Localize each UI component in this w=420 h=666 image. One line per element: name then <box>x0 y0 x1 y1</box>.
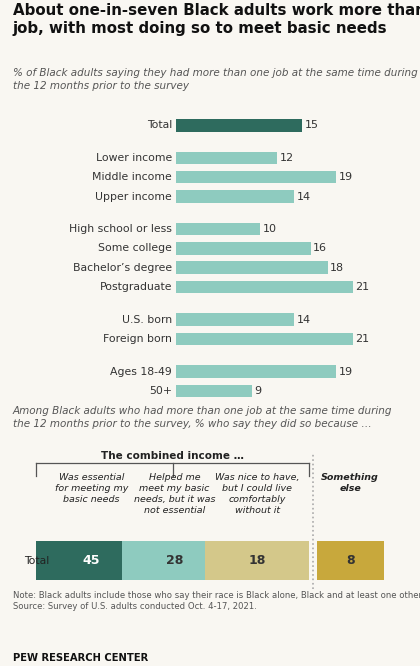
FancyBboxPatch shape <box>317 541 384 580</box>
Bar <box>176 384 252 397</box>
Text: U.S. born: U.S. born <box>122 314 172 324</box>
Text: 14: 14 <box>297 314 311 324</box>
FancyBboxPatch shape <box>36 541 147 580</box>
Bar <box>176 365 336 378</box>
Text: Was nice to have,
but I could live
comfortably
without it: Was nice to have, but I could live comfo… <box>215 473 299 515</box>
Text: % of Black adults saying they had more than one job at the same time during
the : % of Black adults saying they had more t… <box>13 68 417 91</box>
Bar <box>176 171 336 183</box>
Text: 18: 18 <box>249 554 266 567</box>
Text: Foreign born: Foreign born <box>103 334 172 344</box>
Text: PEW RESEARCH CENTER: PEW RESEARCH CENTER <box>13 653 148 663</box>
Text: 10: 10 <box>263 224 277 234</box>
Text: Middle income: Middle income <box>92 172 172 182</box>
Text: 45: 45 <box>83 554 100 567</box>
Text: 19: 19 <box>339 366 353 376</box>
Text: 21: 21 <box>355 334 370 344</box>
Text: Among Black adults who had more than one job at the same time during
the 12 mont: Among Black adults who had more than one… <box>13 406 392 430</box>
Text: Some college: Some college <box>98 243 172 254</box>
Text: 18: 18 <box>330 262 344 273</box>
Text: Total: Total <box>147 121 172 131</box>
Text: 8: 8 <box>346 554 354 567</box>
FancyBboxPatch shape <box>123 541 226 580</box>
Bar <box>176 119 302 132</box>
Text: 14: 14 <box>297 192 311 202</box>
Text: Ages 18-49: Ages 18-49 <box>110 366 172 376</box>
Text: 12: 12 <box>280 153 294 163</box>
Text: Postgraduate: Postgraduate <box>100 282 172 292</box>
Text: 50+: 50+ <box>149 386 172 396</box>
Text: High school or less: High school or less <box>69 224 172 234</box>
Text: 15: 15 <box>305 121 319 131</box>
FancyBboxPatch shape <box>205 541 310 580</box>
Bar <box>176 333 353 345</box>
Bar <box>176 190 294 202</box>
Text: Note: Black adults include those who say their race is Black alone, Black and at: Note: Black adults include those who say… <box>13 591 420 611</box>
Bar <box>176 152 277 164</box>
Bar <box>176 223 260 235</box>
Text: 21: 21 <box>355 282 370 292</box>
Text: Bachelor’s degree: Bachelor’s degree <box>73 262 172 273</box>
Text: Something
else: Something else <box>321 473 379 493</box>
Bar <box>176 281 353 293</box>
Bar <box>176 242 311 254</box>
Text: 19: 19 <box>339 172 353 182</box>
Text: About one-in-seven Black adults work more than one
job, with most doing so to me: About one-in-seven Black adults work mor… <box>13 3 420 37</box>
Text: Helped me
meet my basic
needs, but it was
not essential: Helped me meet my basic needs, but it wa… <box>134 473 215 515</box>
Text: Upper income: Upper income <box>95 192 172 202</box>
Bar <box>176 314 294 326</box>
Text: 16: 16 <box>313 243 327 254</box>
Text: Total: Total <box>24 556 50 566</box>
Bar <box>176 262 328 274</box>
Text: 28: 28 <box>166 554 183 567</box>
Text: Lower income: Lower income <box>96 153 172 163</box>
Text: The combined income …: The combined income … <box>101 451 244 461</box>
Text: Was essential
for meeting my
basic needs: Was essential for meeting my basic needs <box>55 473 128 503</box>
Text: 9: 9 <box>255 386 262 396</box>
